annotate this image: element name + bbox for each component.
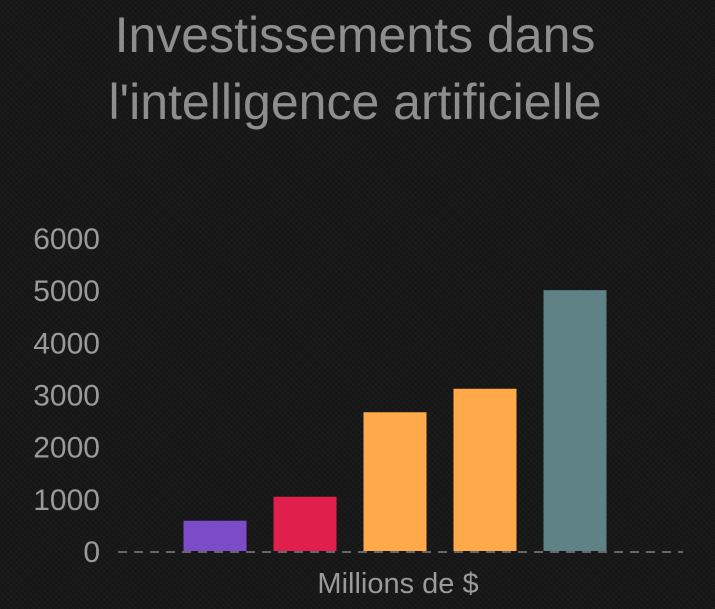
y-tick-label: 2000: [33, 432, 100, 465]
y-axis: 0 1000 2000 3000 4000 5000 6000: [33, 223, 100, 569]
bar: [273, 496, 337, 551]
x-axis-label: Millions de $: [317, 568, 478, 600]
y-tick-label: 4000: [33, 327, 100, 360]
bars: [183, 290, 607, 551]
y-tick-label: 0: [83, 536, 100, 569]
chart-title-line-1: Investissements dans: [115, 7, 596, 63]
bar: [363, 412, 427, 551]
y-tick-label: 5000: [33, 275, 100, 308]
y-tick-label: 6000: [33, 223, 100, 256]
bar: [453, 388, 517, 551]
chart-title: Investissements dans l'intelligence arti…: [108, 7, 601, 130]
chart-title-line-2: l'intelligence artificielle: [108, 74, 601, 130]
bar: [183, 520, 247, 551]
bar: [543, 290, 607, 551]
y-tick-label: 1000: [33, 484, 100, 517]
y-tick-label: 3000: [33, 380, 100, 413]
